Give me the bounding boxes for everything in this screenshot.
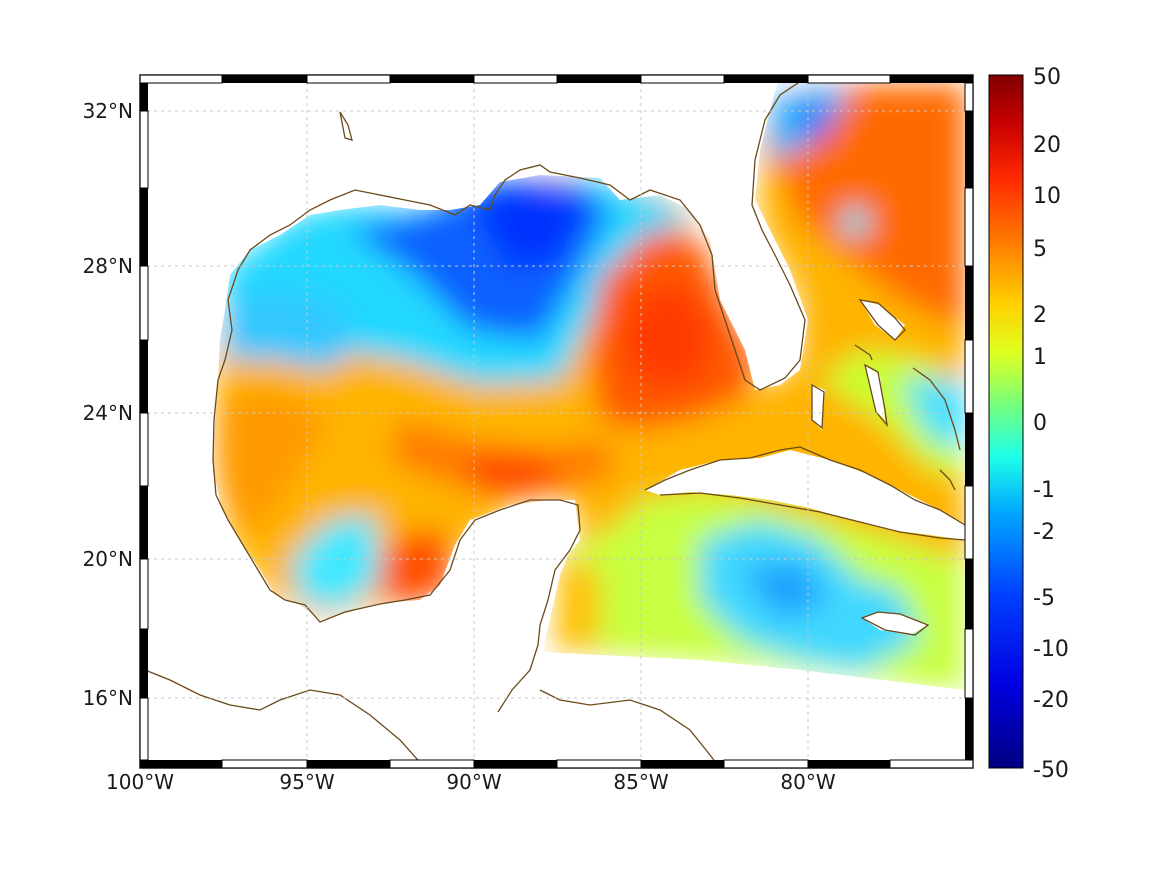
colorbar-label: 5: [1033, 237, 1047, 262]
colorbar: 50 20 10 5 2 1 0 -1 -2 -5 -10 -20 -50: [988, 65, 1069, 783]
colorbar-labels: 50 20 10 5 2 1 0 -1 -2 -5 -10 -20 -50: [1033, 65, 1069, 783]
colorbar-gradient: [988, 74, 1024, 769]
colorbar-label: 20: [1033, 133, 1061, 158]
colorbar-label: -50: [1033, 758, 1069, 783]
map-frame: [139, 74, 974, 769]
data-field: [140, 75, 965, 768]
colorbar-label: 10: [1033, 184, 1061, 209]
lon-tick-label: 100°W: [106, 770, 174, 794]
lat-tick-label: 28°N: [83, 254, 133, 278]
colorbar-label: 1: [1033, 345, 1047, 370]
lon-tick-label: 90°W: [446, 770, 501, 794]
coastlines: [140, 75, 966, 768]
lat-axis-labels: 32°N 28°N 24°N 20°N 16°N: [83, 99, 133, 710]
lon-tick-label: 85°W: [613, 770, 668, 794]
graticule: [140, 75, 973, 768]
lat-tick-label: 20°N: [83, 547, 133, 571]
lon-axis-labels: 100°W 95°W 90°W 85°W 80°W: [106, 770, 836, 794]
colorbar-label: -1: [1033, 478, 1055, 503]
colorbar-label: -10: [1033, 637, 1069, 662]
lat-tick-label: 32°N: [83, 99, 133, 123]
colorbar-label: 0: [1033, 411, 1047, 436]
colorbar-label: -2: [1033, 520, 1055, 545]
lat-tick-label: 16°N: [83, 686, 133, 710]
colorbar-label: -20: [1033, 688, 1069, 713]
colorbar-label: -5: [1033, 586, 1055, 611]
lat-tick-label: 24°N: [83, 401, 133, 425]
lon-tick-label: 80°W: [780, 770, 835, 794]
colorbar-label: 50: [1033, 65, 1061, 90]
colorbar-label: 2: [1033, 303, 1047, 328]
lon-tick-label: 95°W: [279, 770, 334, 794]
